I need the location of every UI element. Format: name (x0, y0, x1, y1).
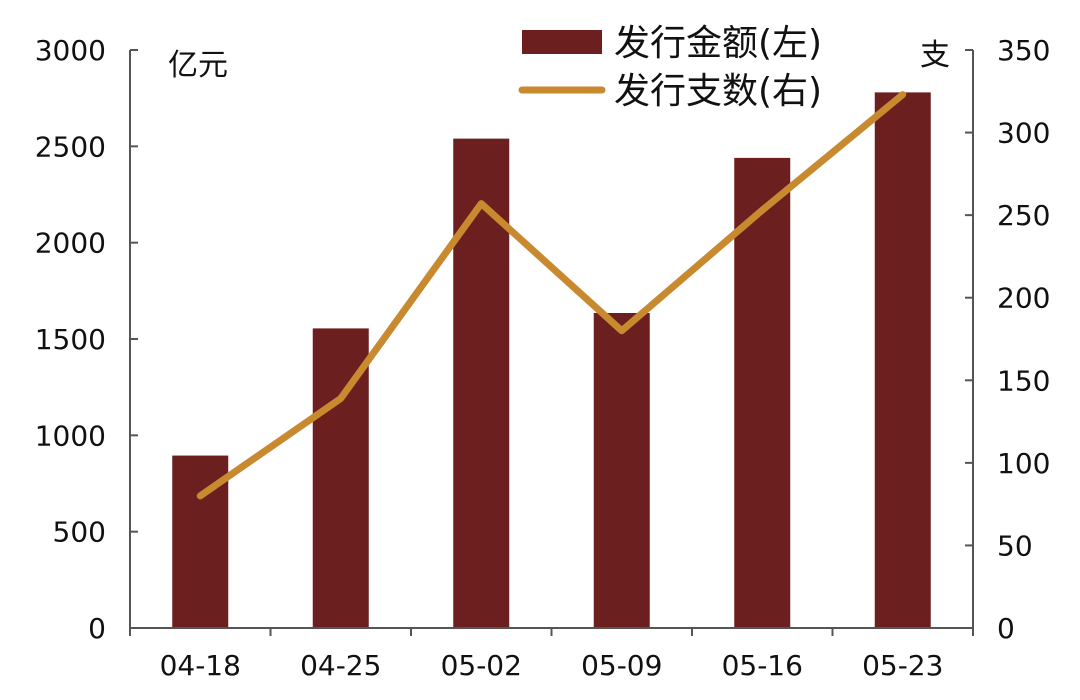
left-tick-label: 1000 (35, 419, 106, 452)
right-tick-label: 100 (997, 447, 1050, 480)
right-tick-label: 150 (997, 364, 1050, 397)
left-tick-label: 1500 (35, 323, 106, 356)
bar-amount-05-02 (453, 138, 510, 629)
right-tick-label: 200 (997, 282, 1050, 315)
legend-label-amount: 发行金额(左) (614, 23, 822, 64)
right-tick-label: 300 (997, 117, 1050, 150)
bars-layer (172, 92, 931, 629)
right-tick-label: 50 (997, 529, 1033, 562)
series-line-count (196, 91, 907, 500)
legend-swatch-amount (522, 30, 602, 54)
right-tick-label: 250 (997, 199, 1050, 232)
legend-label-count: 发行支数(右) (614, 71, 822, 112)
x-tick-label: 05-23 (862, 649, 943, 682)
left-tick-label: 0 (88, 612, 106, 645)
right-axis-unit: 支 (920, 38, 950, 73)
right-tick-label: 350 (997, 34, 1050, 67)
ticks-layer: 0 500 1000 1500 2000 2500 3000 0 50 100 150 200 250 3… (35, 34, 1051, 682)
right-tick-label: 0 (997, 612, 1015, 645)
left-tick-label: 3000 (35, 34, 106, 67)
bar-amount-05-09 (593, 312, 650, 628)
bar-amount-05-16 (734, 157, 791, 629)
left-tick-label: 2500 (35, 130, 106, 163)
left-tick-label: 2000 (35, 227, 106, 260)
x-tick-label: 05-09 (581, 649, 662, 682)
x-tick-label: 04-18 (160, 649, 241, 682)
x-tick-label: 05-16 (722, 649, 803, 682)
bar-amount-05-23 (874, 92, 931, 629)
x-tick-label: 05-02 (441, 649, 522, 682)
x-tick-label: 04-25 (300, 649, 381, 682)
left-axis-unit: 亿元 (168, 48, 228, 83)
legend: 发行金额(左) 发行支数(右) (518, 23, 822, 112)
left-tick-label: 500 (53, 516, 106, 549)
